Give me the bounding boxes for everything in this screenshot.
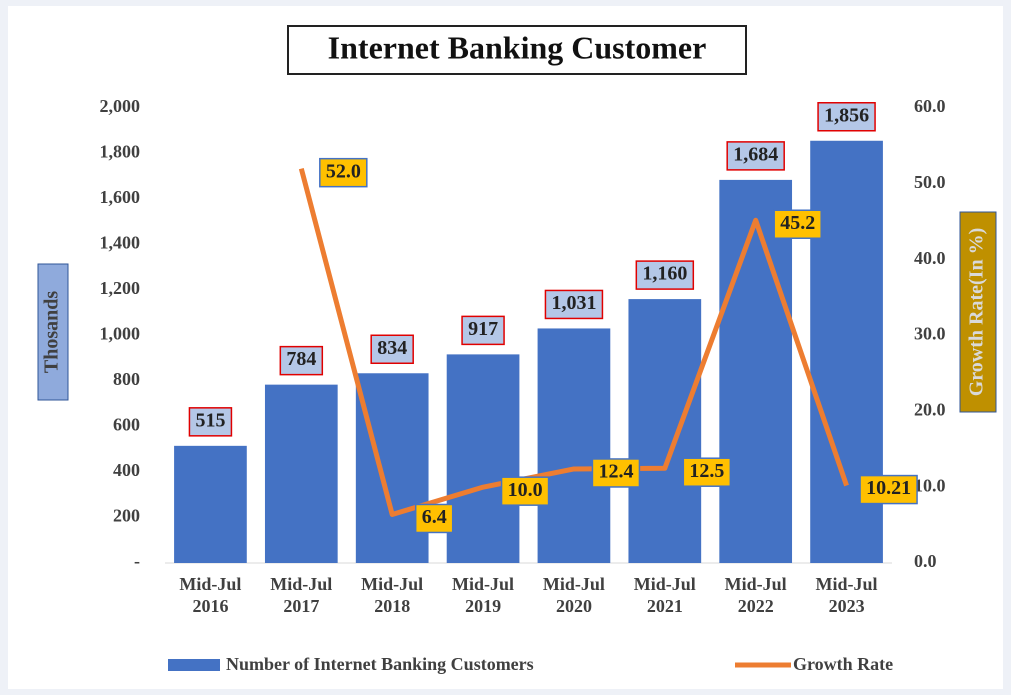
y-label-box	[37, 263, 69, 401]
bar	[537, 328, 611, 563]
y2-label-box	[959, 211, 997, 413]
bar	[446, 354, 520, 563]
x-tick-label: Mid-Jul 2020	[542, 574, 605, 616]
line-label-box	[414, 503, 454, 534]
bar-label: 1,031	[551, 292, 596, 314]
x-tick-label: Mid-Jul 2019	[452, 574, 515, 616]
y2-axis-label: Growth Rate(In %)	[966, 228, 988, 397]
line-label: 10.0	[508, 479, 543, 501]
y-tick-label: 1,800	[100, 142, 141, 162]
legend-label: Growth Rate	[793, 654, 893, 674]
line-label: 52.0	[326, 160, 361, 182]
line-label-box	[591, 458, 641, 488]
bar-label-box	[544, 289, 604, 320]
line-label-box	[682, 457, 732, 487]
y-tick-label: 1,400	[100, 233, 141, 253]
bar-label-box	[817, 102, 876, 132]
line-label: 12.5	[689, 460, 724, 482]
x-tick-label: Mid-Jul 2021	[633, 574, 696, 616]
bar-label-box	[188, 407, 233, 437]
bar-label: 515	[195, 409, 225, 431]
bar-label: 1,856	[824, 104, 869, 126]
line-label: 10.21	[866, 477, 911, 499]
y-tick-label: 2,000	[100, 96, 141, 116]
bar	[174, 445, 247, 563]
y-tick-label: 1,600	[100, 187, 141, 207]
y2-tick-label: 30.0	[914, 324, 946, 344]
y2-tick-label: 10.0	[914, 475, 946, 495]
y-tick-label: 400	[113, 460, 140, 480]
y2-tick-label: 0.0	[914, 551, 937, 571]
bar-label-box	[726, 141, 785, 171]
y2-tick-label: 40.0	[914, 248, 946, 268]
line-label-box	[500, 476, 550, 506]
x-tick-label: Mid-Jul 2018	[361, 574, 424, 616]
bar-label-box	[370, 334, 414, 365]
bar	[355, 373, 429, 563]
y-axis-label: Thosands	[41, 291, 63, 373]
title-box	[287, 25, 747, 75]
legend-label: Number of Internet Banking Customers	[226, 654, 534, 674]
x-tick-label: Mid-Jul 2016	[179, 574, 242, 616]
bar	[628, 299, 702, 563]
y2-tick-label: 20.0	[914, 399, 946, 419]
bar-label-box	[279, 345, 324, 376]
bar-label: 1,160	[642, 263, 687, 285]
y2-tick-label: 60.0	[914, 96, 946, 116]
legend-swatch	[168, 659, 220, 671]
line-label: 6.4	[422, 506, 447, 528]
line-label-box	[319, 157, 368, 188]
line-label: 12.4	[598, 461, 633, 483]
line	[298, 168, 849, 517]
line-label: 45.2	[780, 212, 815, 234]
y-tick-label: 600	[113, 415, 140, 435]
y-tick-label: 200	[113, 506, 140, 526]
bar-label-box	[635, 260, 695, 290]
x-tick-label: Mid-Jul 2023	[815, 574, 878, 616]
y2-tick-label: 50.0	[914, 172, 946, 192]
y-tick-label: -	[134, 551, 140, 571]
bar-label: 834	[377, 337, 407, 359]
chart-title: Internet Banking Customer	[328, 29, 707, 65]
line-label-box	[859, 474, 918, 505]
x-tick-label: Mid-Jul 2017	[270, 574, 333, 616]
bar	[264, 384, 338, 563]
bar-label: 1,684	[733, 143, 778, 165]
bar-label: 917	[468, 318, 498, 340]
y-tick-label: 1,000	[100, 324, 141, 344]
bar	[719, 179, 793, 563]
bar-label-box	[461, 315, 505, 346]
y-tick-label: 800	[113, 369, 140, 389]
y-tick-label: 1,200	[100, 278, 141, 298]
line-label-box	[773, 209, 822, 239]
bar-label: 784	[286, 348, 316, 370]
x-tick-label: Mid-Jul 2022	[724, 574, 787, 616]
